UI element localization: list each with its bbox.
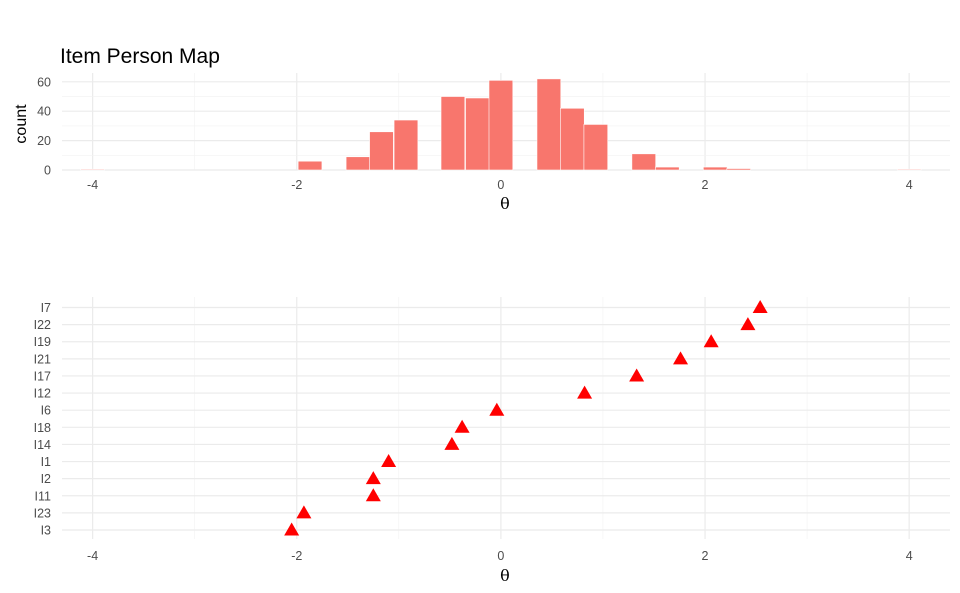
histogram-x-tick-label: -2 <box>291 178 302 192</box>
item-map-triangle-point <box>365 471 381 485</box>
histogram-bar <box>536 78 562 171</box>
histogram-bar <box>655 166 680 171</box>
item-map-triangle-point <box>381 454 397 468</box>
item-map-triangle-point <box>673 351 689 365</box>
item-map-triangle-point <box>489 402 505 416</box>
item-map-y-tick-label: I21 <box>34 352 51 366</box>
item-map-y-tick-label: I2 <box>41 472 51 486</box>
item-map-triangle-point <box>284 522 300 536</box>
histogram-bar <box>726 168 751 171</box>
item-map-y-tick-label: I6 <box>41 404 51 418</box>
histogram-bar <box>393 119 419 171</box>
histogram-x-tick-labels: -4 -2 0 2 4 <box>87 178 913 192</box>
item-map-y-tick-labels: I3 I23 I11 I2 I1 I14 I18 I6 I12 I17 I21 I19 I22 I7 <box>34 301 51 538</box>
chart-title: Item Person Map <box>60 45 220 68</box>
item-map-y-tick-label: I18 <box>34 421 51 435</box>
histogram-y-tick-label: 0 <box>44 164 51 178</box>
item-map-y-tick-label: I14 <box>34 438 51 452</box>
histogram-bar <box>488 80 514 171</box>
histogram-bar <box>440 96 466 171</box>
histogram-bar <box>896 168 922 171</box>
item-map-triangle-point <box>703 334 719 348</box>
item-map-triangle-point <box>752 300 768 313</box>
histogram-bar <box>297 160 323 171</box>
item-map-y-tick-label: I7 <box>41 301 51 315</box>
histogram-y-tick-label: 60 <box>37 75 51 89</box>
item-map-gridlines <box>62 297 950 539</box>
histogram-bar <box>583 124 609 171</box>
histogram-x-axis-title: θ <box>500 194 510 213</box>
histogram-bar <box>80 168 105 171</box>
item-map-x-axis-title: θ <box>500 566 510 585</box>
item-map-y-tick-label: I23 <box>34 506 51 520</box>
item-map-x-tick-label: 2 <box>702 549 709 563</box>
item-map-y-tick-label: I11 <box>35 489 51 503</box>
histogram-bar <box>345 156 371 171</box>
histogram-x-tick-label: 4 <box>906 178 913 192</box>
histogram-bar <box>703 166 728 171</box>
item-map-x-tick-label: -4 <box>87 549 98 563</box>
item-map-y-tick-label: I22 <box>34 318 51 332</box>
histogram-y-tick-labels: 0 20 40 60 <box>37 75 51 177</box>
item-map-triangle-point <box>740 317 756 331</box>
item-map-x-tick-labels: -4 -2 0 2 4 <box>87 549 913 563</box>
item-map-triangle-point <box>454 419 470 433</box>
item-map-y-tick-label: I17 <box>34 369 51 383</box>
item-map-x-tick-label: 4 <box>906 549 913 563</box>
item-map-y-tick-label: I3 <box>41 524 51 538</box>
histogram-bar <box>369 131 394 171</box>
item-map-y-tick-label: I19 <box>34 335 51 349</box>
histogram-bar <box>465 97 490 171</box>
item-map-triangle-point <box>296 505 312 519</box>
item-map-points <box>284 300 768 536</box>
histogram-x-tick-label: 2 <box>702 178 709 192</box>
histogram-x-tick-label: -4 <box>87 178 98 192</box>
histogram-bars <box>80 78 922 171</box>
item-map-x-tick-label: -2 <box>291 549 302 563</box>
histogram-y-axis-title: count <box>13 104 30 144</box>
histogram-bar <box>560 107 585 171</box>
item-map-triangle-point <box>629 368 645 382</box>
histogram-x-tick-label: 0 <box>497 178 504 192</box>
item-map-x-tick-label: 0 <box>497 549 504 563</box>
histogram-y-tick-label: 40 <box>37 105 51 119</box>
item-map-triangle-point <box>444 436 460 450</box>
histogram-bar <box>631 153 656 171</box>
item-map-y-tick-label: I1 <box>41 455 51 469</box>
item-map-triangle-point <box>365 488 381 502</box>
item-map-y-tick-label: I12 <box>34 387 51 401</box>
item-map-triangle-point <box>577 385 593 399</box>
histogram-y-tick-label: 20 <box>37 134 51 148</box>
